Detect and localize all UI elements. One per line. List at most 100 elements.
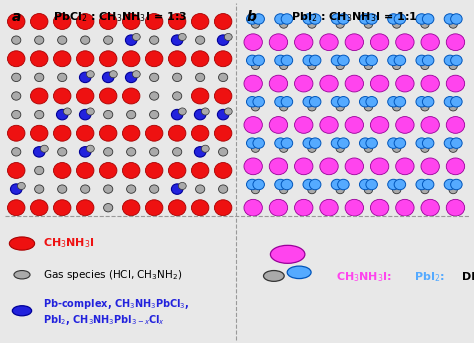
Circle shape: [80, 146, 91, 157]
Circle shape: [102, 72, 114, 83]
Text: CH$_3$NH$_3$I:: CH$_3$NH$_3$I:: [336, 270, 392, 284]
Circle shape: [336, 21, 344, 28]
Circle shape: [12, 92, 21, 100]
Circle shape: [35, 110, 44, 119]
Circle shape: [246, 138, 258, 149]
Circle shape: [422, 55, 434, 66]
Circle shape: [81, 36, 90, 44]
Circle shape: [122, 88, 140, 104]
Circle shape: [416, 179, 428, 190]
Circle shape: [366, 138, 377, 149]
Circle shape: [275, 14, 286, 24]
Circle shape: [359, 179, 371, 190]
Circle shape: [224, 108, 232, 115]
Circle shape: [219, 73, 228, 82]
Circle shape: [191, 200, 209, 216]
Circle shape: [244, 75, 262, 92]
Circle shape: [421, 158, 439, 175]
Circle shape: [80, 72, 91, 83]
Circle shape: [150, 73, 159, 82]
Circle shape: [280, 145, 288, 152]
Circle shape: [421, 75, 439, 92]
Circle shape: [303, 96, 314, 107]
Circle shape: [126, 72, 137, 83]
Circle shape: [446, 75, 465, 92]
Circle shape: [269, 75, 288, 92]
Circle shape: [336, 186, 344, 194]
Circle shape: [150, 185, 159, 193]
Circle shape: [281, 179, 292, 190]
Circle shape: [275, 96, 286, 107]
Circle shape: [201, 108, 209, 115]
Circle shape: [269, 34, 288, 50]
Circle shape: [308, 21, 316, 28]
Circle shape: [178, 182, 186, 190]
Circle shape: [370, 34, 389, 50]
Circle shape: [214, 163, 232, 178]
Circle shape: [281, 96, 292, 107]
Circle shape: [12, 73, 21, 82]
Circle shape: [270, 245, 305, 263]
Circle shape: [451, 96, 462, 107]
Circle shape: [345, 75, 364, 92]
Circle shape: [365, 186, 373, 194]
Circle shape: [421, 104, 429, 111]
Circle shape: [310, 96, 321, 107]
Circle shape: [320, 117, 338, 133]
Text: b: b: [246, 10, 256, 24]
Circle shape: [449, 104, 457, 111]
Circle shape: [219, 185, 228, 193]
Circle shape: [281, 55, 292, 66]
Circle shape: [392, 186, 401, 194]
Circle shape: [40, 145, 48, 152]
Circle shape: [168, 163, 186, 178]
Circle shape: [451, 14, 462, 24]
Circle shape: [422, 96, 434, 107]
Circle shape: [444, 179, 456, 190]
Circle shape: [294, 34, 313, 50]
Circle shape: [146, 125, 163, 141]
Circle shape: [191, 51, 209, 67]
Circle shape: [173, 73, 182, 82]
Circle shape: [366, 14, 377, 24]
Circle shape: [294, 199, 313, 216]
Circle shape: [12, 306, 32, 316]
Circle shape: [100, 14, 117, 29]
Circle shape: [449, 62, 457, 70]
Circle shape: [8, 14, 25, 29]
Circle shape: [331, 55, 343, 66]
Circle shape: [214, 88, 232, 104]
Circle shape: [281, 138, 292, 149]
Circle shape: [308, 104, 316, 111]
Circle shape: [30, 88, 48, 104]
Circle shape: [54, 14, 71, 29]
Circle shape: [196, 73, 205, 82]
Circle shape: [416, 138, 428, 149]
Circle shape: [396, 34, 414, 50]
Circle shape: [345, 34, 364, 50]
Circle shape: [150, 148, 159, 156]
Circle shape: [392, 21, 401, 28]
Circle shape: [81, 185, 90, 193]
Circle shape: [178, 108, 186, 115]
Circle shape: [280, 186, 288, 194]
Circle shape: [35, 73, 44, 82]
Circle shape: [191, 163, 209, 178]
Circle shape: [269, 158, 288, 175]
Circle shape: [388, 138, 399, 149]
Circle shape: [35, 166, 44, 175]
Circle shape: [168, 200, 186, 216]
Circle shape: [421, 34, 439, 50]
Circle shape: [194, 109, 206, 120]
Circle shape: [35, 36, 44, 44]
Circle shape: [178, 33, 186, 40]
Circle shape: [196, 185, 205, 193]
Circle shape: [303, 138, 314, 149]
Circle shape: [244, 34, 262, 50]
Circle shape: [218, 109, 229, 120]
Circle shape: [35, 185, 44, 193]
Circle shape: [446, 117, 465, 133]
Text: PbI$_2$, CH$_3$NH$_3$PbI$_{3-x}$Cl$_x$: PbI$_2$, CH$_3$NH$_3$PbI$_{3-x}$Cl$_x$: [43, 314, 165, 327]
Circle shape: [308, 145, 316, 152]
Circle shape: [310, 138, 321, 149]
